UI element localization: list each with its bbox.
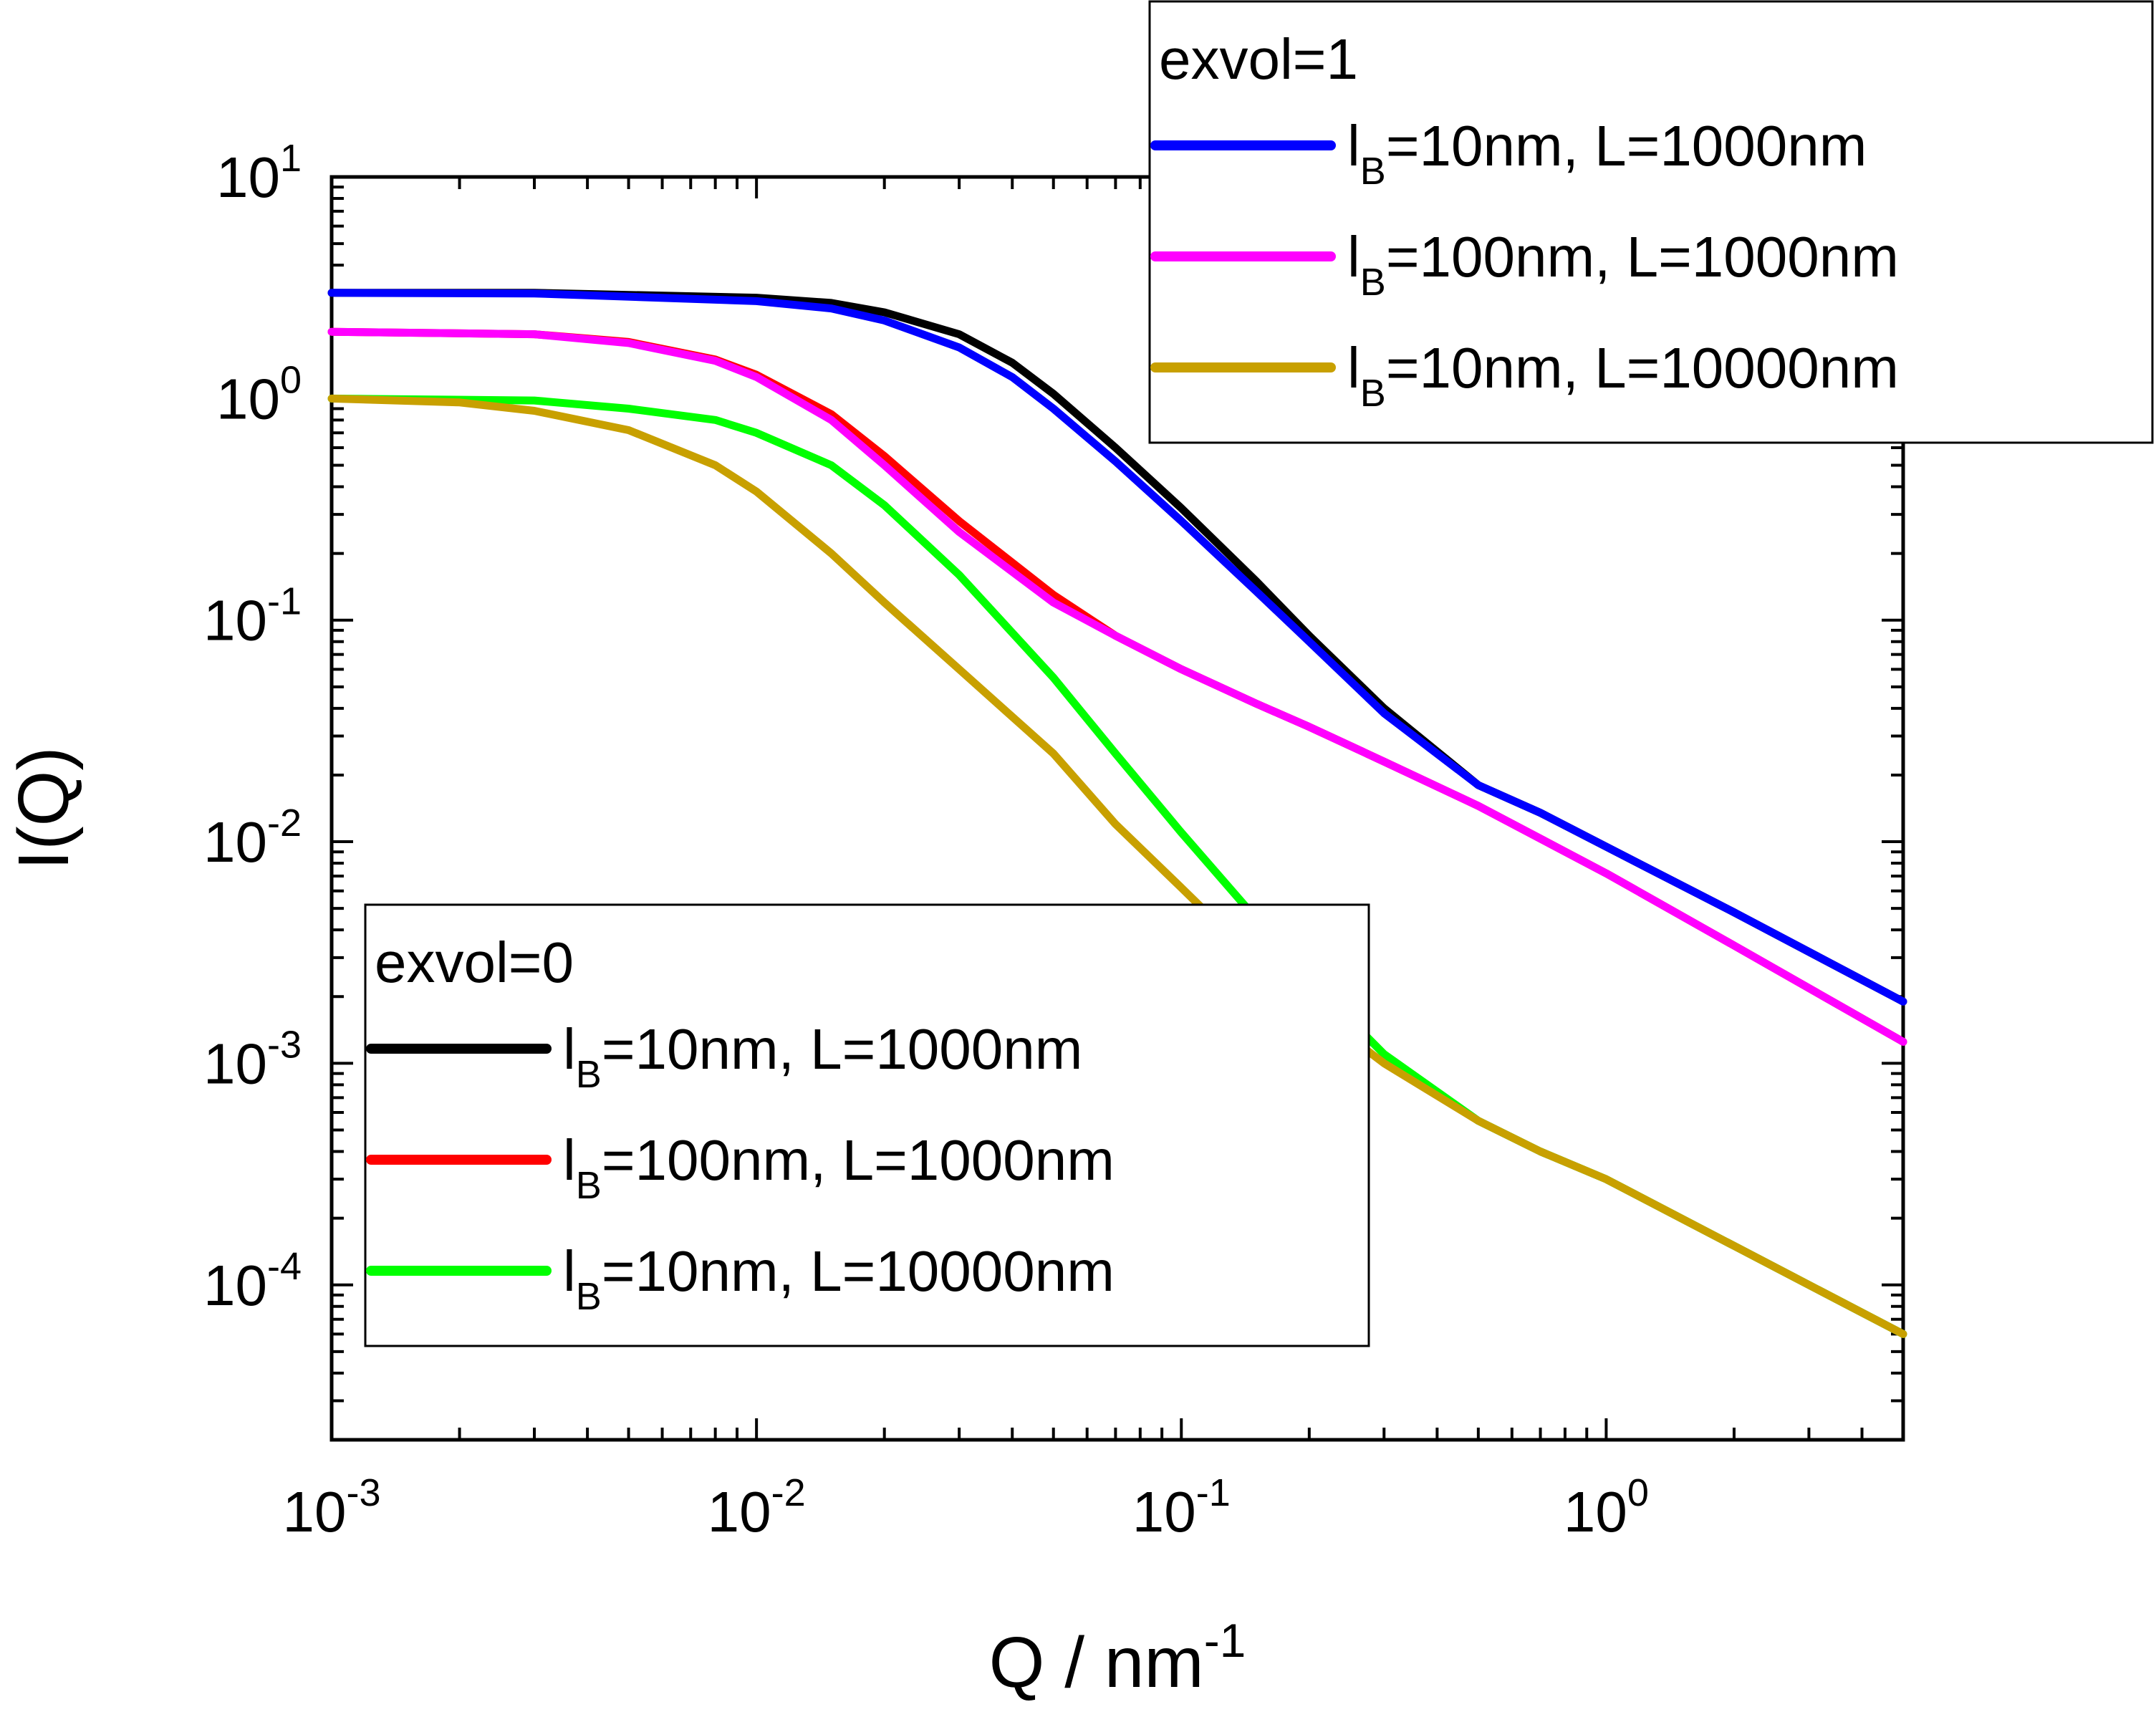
legend-entry-label: lB=10nm, L=10000nm — [563, 1239, 1115, 1318]
x-axis-label: Q / nm-1 — [989, 1614, 1246, 1703]
legend-title: exvol=0 — [375, 930, 574, 994]
legend-entry-label: lB=100nm, L=1000nm — [563, 1128, 1115, 1207]
x-tick-label: 10-2 — [708, 1471, 806, 1544]
y-tick-label: 10-4 — [203, 1245, 302, 1317]
legend-entry-label: lB=10nm, L=10000nm — [1347, 336, 1899, 415]
legend-exvol-1: exvol=1 lB=10nm, L=1000nm lB=100nm, L=1000… — [1148, 0, 2154, 444]
y-tick-label: 10-3 — [203, 1023, 302, 1095]
x-tick-label: 100 — [1564, 1471, 1649, 1544]
legend-exvol-0: exvol=0 lB=10nm, L=1000nm lB=100nm, L=1000… — [364, 903, 1370, 1347]
y-tick-label: 10-1 — [203, 580, 302, 653]
y-tick-label: 101 — [216, 137, 302, 209]
legend-entry-label: lB=10nm, L=1000nm — [1347, 114, 1867, 193]
legend-entry-label: lB=10nm, L=1000nm — [563, 1017, 1082, 1096]
y-tick-label: 100 — [216, 358, 302, 431]
plot-frame — [329, 175, 1905, 1442]
x-tick-label: 10-1 — [1132, 1471, 1231, 1544]
x-tick-label: 10-3 — [283, 1471, 381, 1544]
legend-entry-label: lB=100nm, L=1000nm — [1347, 225, 1899, 304]
legend-title: exvol=1 — [1159, 27, 1358, 91]
y-axis-label: I(Q) — [4, 746, 84, 870]
series-line-4 — [327, 327, 1907, 1046]
series-line-3 — [327, 289, 1907, 1006]
series-line-5 — [327, 394, 1907, 1338]
y-tick-label: 10-2 — [203, 802, 302, 874]
